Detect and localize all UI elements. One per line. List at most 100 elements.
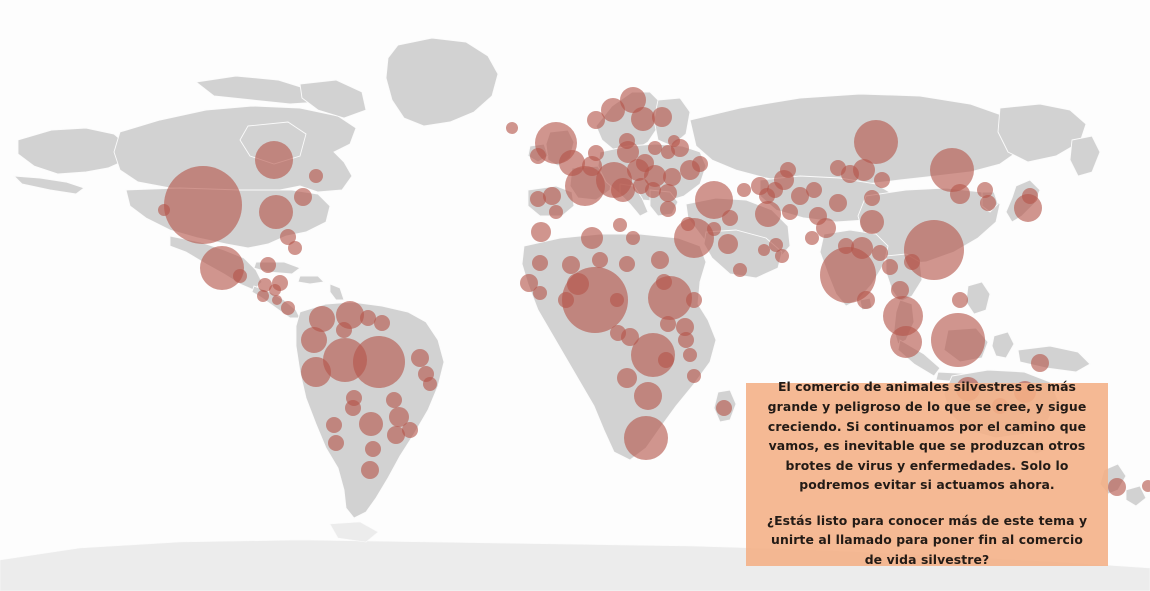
map-bubble — [359, 412, 383, 436]
land-greenland — [385, 37, 499, 127]
map-bubble — [882, 259, 898, 275]
map-bubble — [676, 318, 694, 336]
map-bubble — [601, 98, 625, 122]
map-bubble — [158, 204, 170, 216]
map-bubble — [281, 301, 295, 315]
map-bubble — [651, 251, 669, 269]
map-bubble — [387, 426, 405, 444]
map-bubble — [656, 274, 672, 290]
map-bubble — [1022, 188, 1038, 204]
map-bubble — [411, 349, 429, 367]
map-bubble — [854, 120, 898, 164]
land-antarctic-peninsula — [329, 521, 379, 543]
map-bubble — [361, 461, 379, 479]
map-bubble — [619, 256, 635, 272]
callout-paragraph-2: ¿Estás listo para conocer más de este te… — [766, 512, 1088, 568]
map-bubble — [891, 281, 909, 299]
map-bubble — [301, 327, 327, 353]
map-bubble — [565, 166, 605, 206]
map-bubble — [791, 187, 809, 205]
map-bubble — [683, 348, 697, 362]
map-bubble — [288, 241, 302, 255]
map-bubble — [587, 111, 605, 129]
map-bubble — [562, 256, 580, 274]
map-bubble — [671, 139, 689, 157]
land-aleutians — [12, 175, 85, 195]
map-bubble — [775, 249, 789, 263]
map-bubble — [980, 195, 996, 211]
map-bubble — [758, 244, 770, 256]
map-bubble — [931, 313, 985, 367]
map-bubble — [1108, 478, 1126, 496]
map-bubble — [360, 310, 376, 326]
map-bubble — [520, 274, 538, 292]
map-bubble — [386, 392, 402, 408]
map-bubble — [687, 369, 701, 383]
map-bubble — [610, 325, 626, 341]
map-bubble — [648, 141, 662, 155]
map-bubble — [530, 148, 546, 164]
map-bubble — [353, 336, 405, 388]
map-bubble — [1031, 354, 1049, 372]
map-bubble — [423, 377, 437, 391]
map-bubble — [874, 172, 890, 188]
map-bubble — [389, 407, 409, 427]
map-bubble — [864, 190, 880, 206]
map-bubble — [857, 291, 875, 309]
map-bubble — [890, 326, 922, 358]
map-bubble — [658, 352, 674, 368]
map-bubble — [164, 166, 242, 244]
map-bubble — [280, 229, 296, 245]
map-bubble-series — [158, 87, 1150, 496]
map-bubble — [617, 141, 639, 163]
map-bubble — [259, 195, 293, 229]
map-bubble — [644, 165, 666, 187]
map-bubble — [294, 188, 312, 206]
map-bubble — [613, 218, 627, 232]
map-bubble — [838, 238, 854, 254]
land-baffin — [299, 79, 367, 119]
map-bubble — [260, 257, 276, 273]
map-bubble — [769, 238, 783, 252]
map-bubble — [681, 217, 695, 231]
map-bubble — [336, 301, 364, 329]
map-bubble — [328, 435, 344, 451]
map-bubble — [323, 338, 367, 382]
map-bubble — [374, 315, 390, 331]
map-bubble — [755, 201, 781, 227]
map-bubble — [860, 210, 884, 234]
map-bubble — [816, 218, 836, 238]
map-bubble — [549, 205, 563, 219]
map-bubble — [660, 201, 676, 217]
map-bubble — [326, 417, 342, 433]
map-bubble — [558, 292, 574, 308]
map-bubble — [624, 416, 668, 460]
callout-panel: El comercio de animales silvestres es má… — [746, 379, 1108, 567]
map-bubble — [722, 210, 738, 226]
land-new-zealand-south — [1125, 485, 1147, 507]
land-kamchatka — [1069, 135, 1101, 177]
map-bubble — [851, 237, 873, 259]
map-bubble — [233, 269, 247, 283]
map-bubble — [620, 87, 646, 113]
map-bubble — [660, 316, 676, 332]
land-hispaniola — [297, 275, 325, 285]
land-lesser-antilles — [329, 283, 345, 301]
map-bubble — [692, 156, 708, 172]
map-bubble — [820, 247, 876, 303]
map-bubble — [255, 141, 293, 179]
map-bubble — [530, 191, 546, 207]
map-bubble — [610, 293, 624, 307]
map-bubble — [977, 182, 993, 198]
map-bubble — [309, 306, 335, 332]
map-bubble — [695, 181, 733, 219]
map-bubble — [759, 188, 775, 204]
map-bubble — [617, 368, 637, 388]
map-bubble — [652, 107, 672, 127]
map-bubble — [345, 400, 361, 416]
map-bubble — [686, 292, 702, 308]
map-bubble — [805, 231, 819, 245]
